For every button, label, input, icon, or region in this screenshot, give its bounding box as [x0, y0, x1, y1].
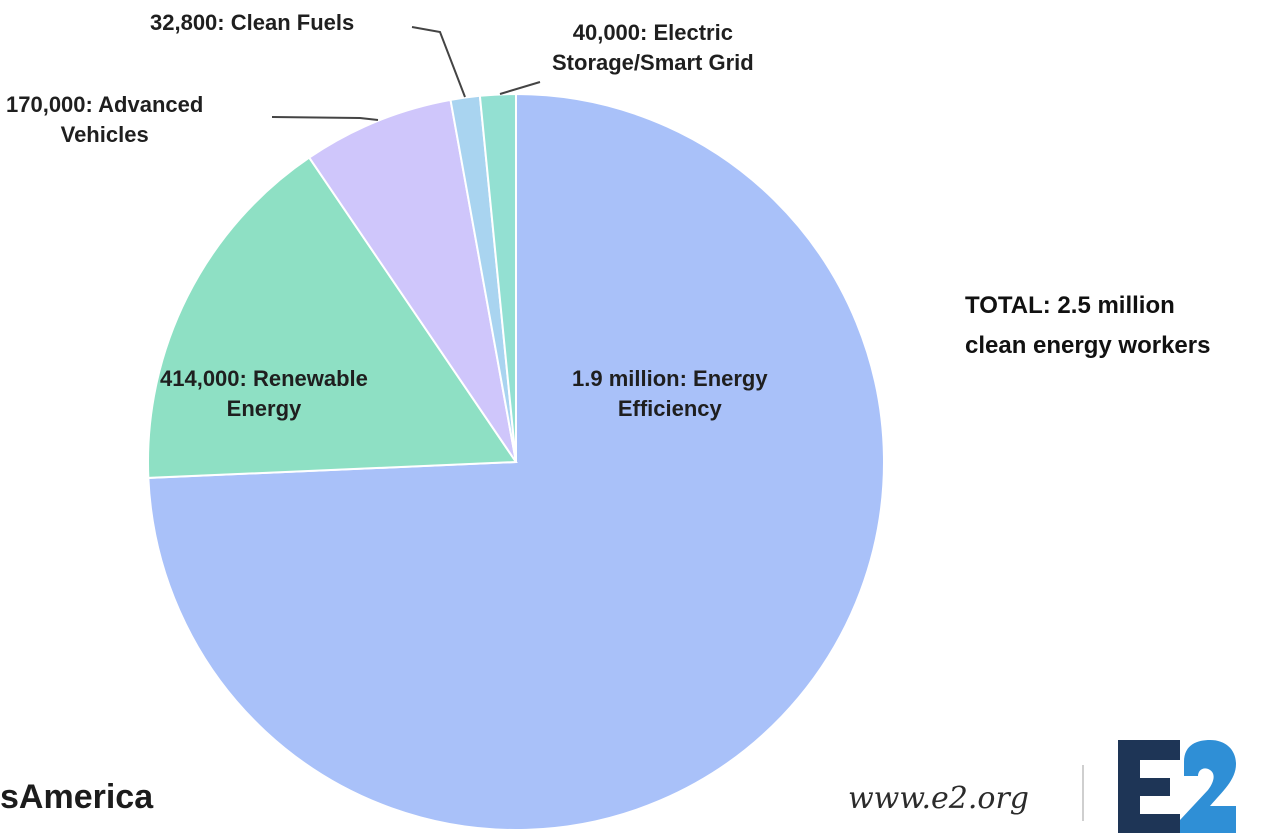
- logo-e-top: [1118, 740, 1180, 760]
- label-renewable-energy: 414,000: Renewable Energy: [160, 364, 368, 424]
- label-electric-storage: 40,000: Electric Storage/Smart Grid: [552, 18, 754, 78]
- total-line2: clean energy workers: [965, 332, 1211, 359]
- label-renewable-energy-line2: Energy: [226, 396, 302, 421]
- label-energy-efficiency: 1.9 million: Energy Efficiency: [572, 364, 768, 424]
- label-energy-efficiency-line1: 1.9 million: Energy: [572, 366, 768, 391]
- e2-logo: [1118, 740, 1236, 833]
- logo-e-bottom: [1118, 814, 1180, 833]
- label-electric-storage-line1: 40,000: Electric: [572, 20, 733, 45]
- label-advanced-vehicles-line1: 170,000: Advanced: [6, 92, 204, 117]
- label-energy-efficiency-line2: Efficiency: [617, 396, 722, 421]
- pie-slice-advanced-vehicles: [307, 98, 517, 463]
- pie-slice-electric-storage-smart-grid: [478, 92, 517, 463]
- leader-line-storage: [499, 81, 541, 95]
- label-advanced-vehicles: 170,000: Advanced Vehicles: [6, 90, 203, 150]
- logo-two-shape: [1180, 740, 1236, 833]
- leader-line-fuels: [411, 26, 466, 98]
- total-line1: TOTAL: 2.5 million: [965, 292, 1175, 319]
- footer-divider: [1082, 765, 1084, 821]
- total-annotation: TOTAL: 2.5 million clean energy workers: [965, 286, 1210, 366]
- label-clean-fuels: 32,800: Clean Fuels: [150, 8, 354, 38]
- leader-line-vehicles: [271, 116, 379, 121]
- label-advanced-vehicles-line2: Vehicles: [60, 122, 149, 147]
- label-electric-storage-line2: Storage/Smart Grid: [552, 50, 754, 75]
- brand-text: sAmerica: [0, 778, 154, 816]
- label-clean-fuels-line1: 32,800: Clean Fuels: [150, 10, 355, 35]
- pie-slice-renewable-energy: [146, 156, 518, 479]
- label-renewable-energy-line1: 414,000: Renewable: [160, 366, 368, 391]
- website-link[interactable]: www.e2.org: [848, 781, 1029, 816]
- logo-e-mid: [1118, 778, 1170, 796]
